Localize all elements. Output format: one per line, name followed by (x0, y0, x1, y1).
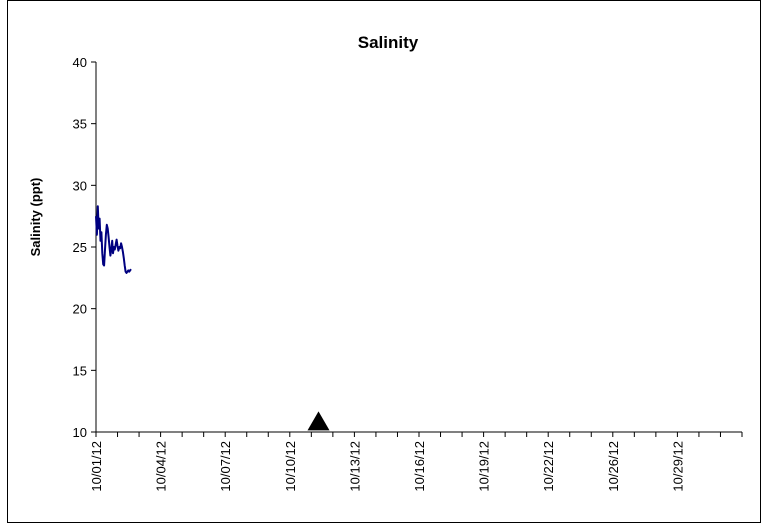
chart-frame (7, 0, 761, 523)
x-tick-label: 10/16/12 (412, 441, 427, 492)
x-tick-label: 10/01/12 (89, 441, 104, 492)
y-tick-label: 10 (73, 425, 87, 440)
x-tick-label: 10/19/12 (477, 441, 492, 492)
y-axis: 10 15 20 25 30 35 40 (73, 55, 97, 440)
x-tick-label: 10/29/12 (670, 441, 685, 492)
y-tick-label: 40 (73, 55, 87, 70)
x-tick-label: 10/10/12 (283, 441, 298, 492)
x-tick-label: 10/04/12 (154, 441, 169, 492)
y-tick-label: 35 (73, 117, 87, 132)
y-tick-label: 20 (73, 302, 87, 317)
triangle-marker (307, 411, 330, 431)
y-tick-label: 15 (73, 363, 87, 378)
series-line (95, 205, 132, 274)
y-tick-label: 30 (73, 178, 87, 193)
x-tick-label: 10/07/12 (218, 441, 233, 492)
series-layer (95, 205, 132, 274)
x-axis: 10/01/12 10/04/12 10/07/12 10/10/12 10/13/12… (89, 431, 743, 492)
annotation-layer (307, 411, 330, 431)
y-axis-label: Salinity (ppt) (28, 178, 43, 257)
x-tick-label: 10/26/12 (606, 441, 621, 492)
chart-title: Salinity (358, 33, 419, 52)
x-tick-label: 10/22/12 (541, 441, 556, 492)
x-tick-label: 10/13/12 (347, 441, 362, 492)
y-tick-label: 25 (73, 240, 87, 255)
